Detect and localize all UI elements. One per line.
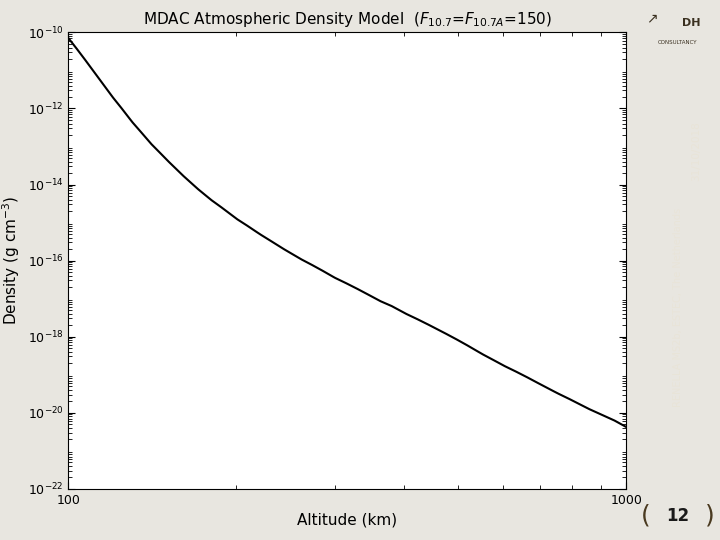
Text: (: ( — [641, 504, 651, 528]
Text: 12: 12 — [666, 507, 690, 525]
Text: $\nearrow$: $\nearrow$ — [644, 12, 658, 26]
X-axis label: Altitude (km): Altitude (km) — [297, 512, 397, 527]
Title: MDAC Atmospheric Density Model  ($F_{10.7}$=$F_{10.7A}$=150): MDAC Atmospheric Density Model ($F_{10.7… — [143, 10, 552, 29]
Text: ): ) — [705, 504, 715, 528]
Text: CONSULTANCY: CONSULTANCY — [658, 39, 698, 45]
Text: 31/10/2018: 31/10/2018 — [691, 122, 701, 181]
Y-axis label: Density (g cm$^{-3}$): Density (g cm$^{-3}$) — [0, 196, 22, 325]
Text: DH: DH — [682, 18, 701, 28]
Text: RENELLA MS2b, ESTEC, The Netherlands: RENELLA MS2b, ESTEC, The Netherlands — [673, 208, 683, 407]
